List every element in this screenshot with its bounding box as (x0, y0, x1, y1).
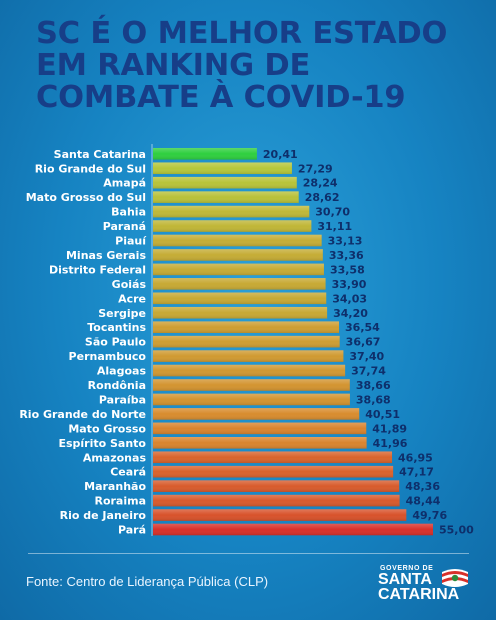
bar-value-label: 28,24 (303, 177, 338, 190)
bar-category-label: Pará (118, 524, 146, 537)
bar-shading (153, 220, 312, 232)
bar-value-label: 33,36 (329, 249, 364, 262)
bar-category-label: Mato Grosso (68, 422, 146, 435)
bar-shading (153, 480, 400, 492)
bar-shading (153, 148, 257, 160)
logo-line-2: CATARINA (378, 586, 460, 603)
bar-category-label: Espírito Santo (58, 437, 146, 450)
bar-shading (153, 263, 324, 276)
bar-category-label: Piauí (115, 235, 147, 248)
bar-shading (153, 321, 340, 333)
flag-emblem-icon (442, 569, 468, 587)
bar-value-label: 38,66 (356, 379, 391, 392)
bar-category-label: Minas Gerais (66, 249, 146, 262)
bar-category-label: Ceará (110, 466, 146, 479)
bar-category-label: Goiás (112, 278, 147, 291)
page-title: SC É O MELHOR ESTADO EM RANKING DE COMBA… (36, 18, 476, 114)
source-note: Fonte: Centro de Liderança Pública (CLP) (26, 574, 269, 589)
bar-value-label: 41,89 (372, 422, 407, 435)
bar-shading (153, 509, 407, 521)
logo-top-text: GOVERNO DE (380, 565, 434, 572)
bar-category-label: Bahia (111, 206, 146, 219)
title-line-3: COMBATE À COVID-19 (36, 80, 406, 115)
bar-value-label: 47,17 (399, 466, 434, 479)
bar-shading (153, 364, 346, 377)
bar-value-label: 33,13 (328, 235, 363, 248)
bar-value-label: 27,29 (298, 162, 333, 175)
bar-category-label: Roraima (94, 495, 146, 508)
bar-value-label: 40,51 (365, 408, 400, 421)
bar-category-label: Pernambuco (69, 350, 147, 363)
title-line-2: EM RANKING DE (36, 48, 311, 83)
bar-value-label: 55,00 (439, 524, 474, 537)
ranking-bar-chart: Santa Catarina 20,41 Rio Grande do Sul 27,2… (19, 144, 474, 537)
bar-category-label: Rio de Janeiro (60, 509, 147, 522)
bar-category-label: Alagoas (97, 365, 147, 378)
bar-value-label: 36,54 (345, 321, 380, 334)
bar-value-label: 31,11 (317, 220, 352, 233)
bar-value-label: 33,90 (332, 278, 367, 291)
bar-category-label: Rondônia (88, 379, 146, 392)
bar-value-label: 30,70 (315, 206, 350, 219)
bar-shading (153, 437, 367, 449)
bar-shading (153, 234, 322, 247)
bar-category-label: Maranhão (84, 480, 146, 493)
bar-shading (153, 278, 326, 290)
bar-category-label: Amapá (103, 177, 146, 190)
bar-category-label: Rio Grande do Norte (19, 408, 146, 421)
bar-category-label: Mato Grosso do Sul (26, 191, 146, 204)
bar-shading (153, 494, 400, 507)
bar-value-label: 38,68 (356, 393, 391, 406)
bar-shading (153, 422, 367, 435)
bar-category-label: São Paulo (85, 336, 147, 349)
bar-shading (153, 465, 394, 478)
bar-shading (153, 191, 299, 203)
bar-category-label: Paraíba (99, 393, 146, 406)
bar-shading (153, 379, 350, 391)
bar-category-label: Santa Catarina (54, 148, 146, 161)
bar-value-label: 36,67 (346, 336, 381, 349)
title-line-1: SC É O MELHOR ESTADO (36, 16, 448, 51)
bar-value-label: 20,41 (263, 148, 298, 161)
bar-category-label: Paraná (103, 220, 146, 233)
bar-shading (153, 523, 433, 536)
bar-value-label: 46,95 (398, 451, 433, 464)
bar-value-label: 48,44 (406, 495, 441, 508)
bar-shading (153, 205, 310, 218)
bar-shading (153, 306, 328, 319)
bar-value-label: 34,03 (332, 292, 367, 305)
bar-shading (153, 335, 340, 348)
bar-value-label: 49,76 (412, 509, 447, 522)
government-logo: GOVERNO DE SANTA CATARINA (378, 565, 474, 605)
bar-value-label: 28,62 (305, 191, 340, 204)
logo-line-1: SANTA (378, 571, 432, 588)
bar-shading (153, 176, 297, 189)
bar-category-label: Distrito Federal (49, 263, 146, 276)
bar-value-label: 34,20 (333, 307, 368, 320)
bar-category-label: Rio Grande do Sul (35, 162, 146, 175)
bar-shading (153, 162, 292, 175)
bar-value-label: 33,58 (330, 263, 365, 276)
bar-category-label: Sergipe (98, 307, 146, 320)
bar-value-label: 37,74 (351, 365, 386, 378)
bar-shading (153, 408, 360, 420)
bar-shading (153, 249, 323, 261)
bar-shading (153, 350, 344, 362)
bar-category-label: Tocantins (87, 321, 146, 334)
bar-shading (153, 292, 327, 305)
bar-value-label: 37,40 (349, 350, 384, 363)
footer-divider (28, 553, 469, 554)
bar-shading (153, 451, 393, 464)
bar-shading (153, 393, 350, 406)
bar-value-label: 41,96 (373, 437, 408, 450)
bar-category-label: Acre (118, 292, 146, 305)
bar-category-label: Amazonas (83, 451, 147, 464)
bar-value-label: 48,36 (405, 480, 440, 493)
